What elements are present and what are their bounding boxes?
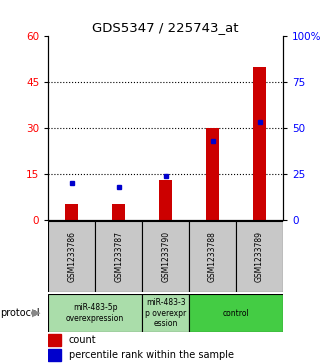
Text: GSM1233789: GSM1233789 — [255, 231, 264, 282]
Text: ▶: ▶ — [32, 308, 40, 318]
Text: protocol: protocol — [0, 308, 40, 318]
Bar — [142, 294, 189, 332]
Bar — [48, 221, 95, 292]
Bar — [48, 294, 142, 332]
Bar — [112, 204, 125, 220]
Bar — [189, 294, 283, 332]
Title: GDS5347 / 225743_at: GDS5347 / 225743_at — [93, 21, 239, 34]
Bar — [253, 67, 266, 220]
Bar — [95, 221, 142, 292]
Text: GSM1233786: GSM1233786 — [67, 231, 76, 282]
Bar — [159, 180, 172, 220]
Bar — [142, 221, 189, 292]
Text: GSM1233788: GSM1233788 — [208, 231, 217, 282]
Bar — [236, 221, 283, 292]
Bar — [48, 334, 61, 346]
Text: miR-483-5p
overexpression: miR-483-5p overexpression — [66, 303, 124, 323]
Bar — [189, 221, 236, 292]
Text: GSM1233790: GSM1233790 — [161, 231, 170, 282]
Bar — [206, 128, 219, 220]
Text: control: control — [223, 309, 249, 318]
Text: percentile rank within the sample: percentile rank within the sample — [69, 350, 234, 360]
Text: GSM1233787: GSM1233787 — [114, 231, 123, 282]
Text: count: count — [69, 335, 96, 345]
Text: miR-483-3
p overexpr
ession: miR-483-3 p overexpr ession — [145, 298, 186, 328]
Bar — [65, 204, 78, 220]
Bar — [48, 349, 61, 362]
